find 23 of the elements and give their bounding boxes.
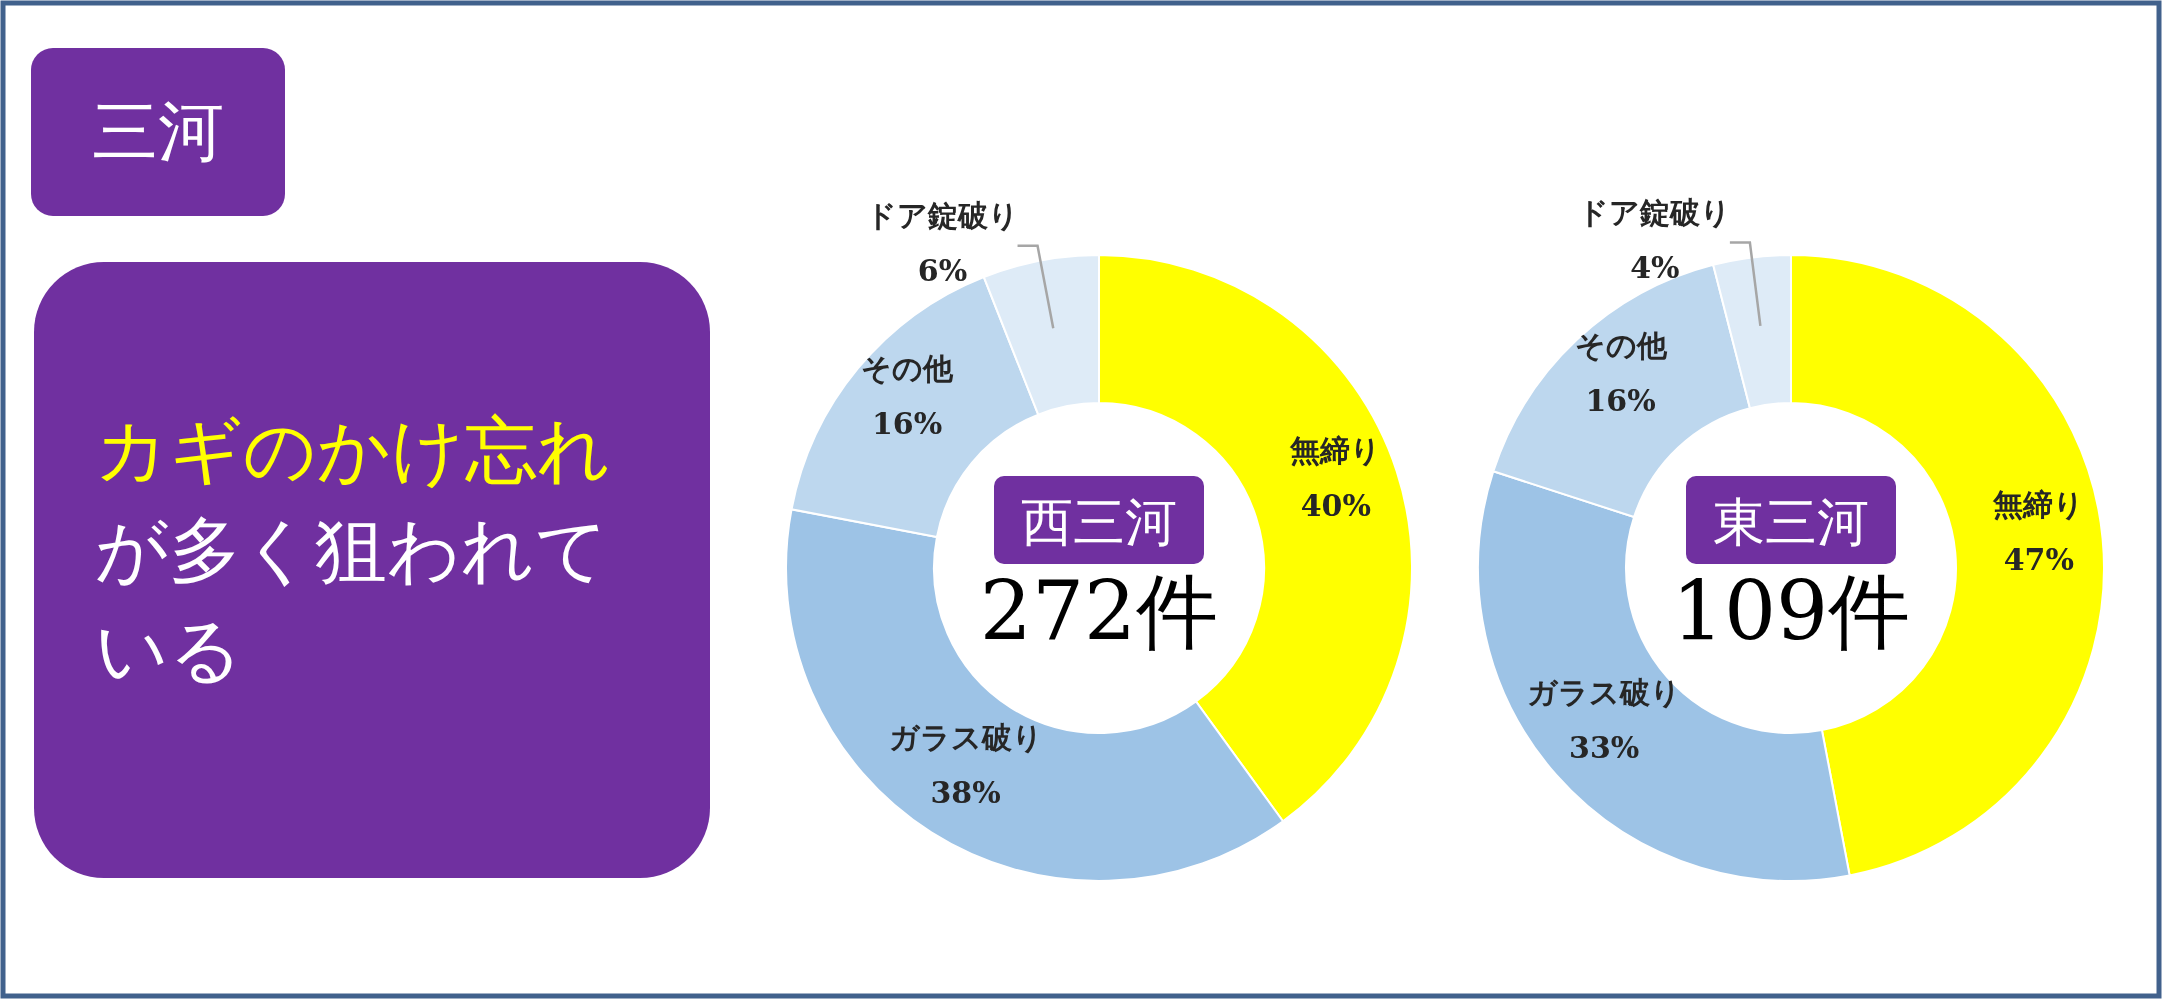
slice-label: ドア錠破り [866, 197, 1020, 233]
data-label: 47% [2003, 541, 2075, 577]
text: カギのかけ忘れ [95, 408, 611, 492]
slice-label: その他 [861, 351, 955, 387]
text: 三河 [92, 93, 224, 170]
data-label: 6% [917, 252, 968, 288]
slice-label: ガラス破り [1527, 674, 1682, 710]
slice-label: 無締り [1992, 486, 2085, 522]
data-label: 38% [930, 775, 1001, 811]
slice-label: 無締り [1289, 433, 1382, 469]
data-label: 40% [1300, 488, 1371, 524]
data-label: 16% [1585, 383, 1656, 419]
text: 272件 [979, 564, 1219, 659]
data-label: 16% [872, 406, 943, 442]
slice-label: ガラス破り [888, 720, 1043, 756]
text: 東三河 [1713, 492, 1869, 552]
slice-label: ドア錠破り [1578, 194, 1732, 230]
slice-label: その他 [1574, 328, 1668, 364]
data-label: 4% [1630, 249, 1680, 285]
data-label: 33% [1569, 729, 1640, 765]
text: 西三河 [1021, 492, 1177, 552]
text: が多く狙われている [95, 508, 609, 692]
text: 109件 [1671, 564, 1911, 659]
